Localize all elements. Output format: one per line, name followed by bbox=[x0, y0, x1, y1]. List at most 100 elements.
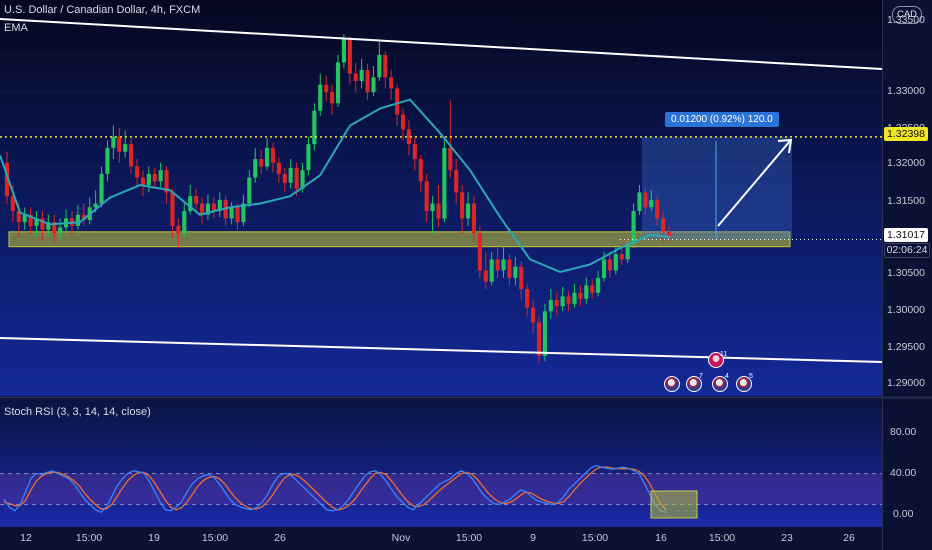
event-marker-icon[interactable] bbox=[708, 352, 724, 368]
candle-body bbox=[365, 69, 370, 93]
candle-body bbox=[335, 62, 341, 104]
candle-body bbox=[383, 55, 388, 78]
candle-body bbox=[111, 136, 116, 148]
price-axis-background bbox=[882, 0, 932, 550]
candle-body bbox=[430, 203, 435, 212]
price-axis-label: 1.29500 bbox=[887, 341, 925, 353]
target-price-tag: 1.32398 bbox=[884, 127, 928, 141]
projection-arrow[interactable] bbox=[717, 140, 791, 227]
candle-body bbox=[330, 92, 335, 104]
measure-projection-box[interactable] bbox=[642, 136, 792, 240]
candle-body bbox=[625, 244, 630, 260]
candle-body bbox=[525, 289, 530, 308]
measure-tool-label[interactable]: 0.01200 (0.92%) 120.0 bbox=[665, 112, 779, 127]
us-flag-icon[interactable] bbox=[686, 376, 702, 392]
price-axis-label: 1.33500 bbox=[887, 14, 925, 26]
candle-body bbox=[276, 162, 281, 174]
candle-body bbox=[40, 218, 45, 230]
candle-body bbox=[294, 167, 299, 189]
candle-body bbox=[34, 218, 39, 226]
candle-body bbox=[542, 311, 547, 356]
candle-body bbox=[637, 192, 642, 212]
time-axis-label: 9 bbox=[530, 532, 536, 544]
ema-line[interactable] bbox=[0, 98, 671, 274]
candle-body bbox=[613, 254, 618, 271]
price-axis-label: 1.32000 bbox=[887, 157, 925, 169]
currency-button[interactable]: CAD bbox=[892, 6, 922, 24]
candle-body bbox=[16, 211, 21, 223]
candle-body bbox=[10, 196, 15, 212]
candle-body bbox=[371, 77, 376, 93]
price-axis-label: 1.33000 bbox=[887, 85, 925, 97]
event-badge: 5 bbox=[749, 373, 753, 380]
candle-body bbox=[270, 147, 276, 163]
last-price-tag: 1.31017 bbox=[884, 228, 928, 242]
channel-upper-trendline[interactable] bbox=[0, 18, 883, 70]
candle-body bbox=[560, 296, 565, 307]
price-axis-label: 1.30000 bbox=[887, 304, 925, 316]
candle-body bbox=[400, 114, 406, 130]
candle-body bbox=[324, 84, 329, 93]
candle-body bbox=[477, 233, 482, 271]
candle-body bbox=[46, 222, 51, 230]
candle-body bbox=[146, 173, 151, 186]
stoch-k-line[interactable] bbox=[3, 464, 667, 514]
time-axis-label: 15:00 bbox=[581, 532, 609, 544]
candle-body bbox=[572, 292, 577, 304]
candle-body bbox=[406, 129, 412, 145]
candle-body bbox=[235, 207, 240, 223]
channel-lower-trendline[interactable] bbox=[0, 337, 883, 363]
indicator-label-stoch-rsi[interactable]: Stoch RSI (3, 3, 14, 14, close) bbox=[4, 406, 151, 418]
time-axis-label: 15:00 bbox=[201, 532, 229, 544]
projection-arrowhead bbox=[777, 138, 793, 154]
candle-body bbox=[134, 166, 140, 178]
us-flag-icon[interactable] bbox=[736, 376, 752, 392]
candle-body bbox=[519, 266, 524, 290]
candle-body bbox=[140, 177, 145, 186]
candle-body bbox=[194, 196, 199, 204]
candle-body bbox=[318, 84, 323, 111]
candle-body bbox=[566, 296, 571, 304]
time-axis-label: 15:00 bbox=[708, 532, 736, 544]
candle-body bbox=[341, 38, 346, 63]
time-axis-label: 26 bbox=[843, 532, 855, 544]
candle-body bbox=[241, 203, 246, 223]
candle-body bbox=[418, 159, 423, 182]
price-axis-label: 1.31500 bbox=[887, 195, 925, 207]
osc-axis-label: 80.00 bbox=[890, 426, 917, 438]
candle-body bbox=[513, 266, 518, 278]
candle-body bbox=[247, 177, 252, 204]
event-badge: 4 bbox=[725, 373, 729, 380]
candle-body bbox=[619, 254, 624, 260]
candle-body bbox=[631, 211, 636, 245]
us-flag-icon[interactable] bbox=[712, 376, 728, 392]
time-axis-background bbox=[0, 527, 882, 550]
candle-body bbox=[211, 203, 216, 212]
time-axis-label: 19 bbox=[148, 532, 160, 544]
candle-body bbox=[531, 307, 536, 323]
candle-body bbox=[395, 88, 400, 115]
candle-body bbox=[264, 147, 270, 167]
us-flag-icon[interactable] bbox=[664, 376, 680, 392]
candle-body bbox=[164, 170, 169, 193]
candle-body bbox=[199, 203, 205, 215]
oversold-highlight-box[interactable] bbox=[650, 490, 698, 519]
candle-body bbox=[288, 167, 293, 183]
candle-body bbox=[442, 147, 447, 219]
time-axis-label: 15:00 bbox=[75, 532, 103, 544]
candle-body bbox=[536, 322, 542, 356]
candle-body bbox=[306, 144, 311, 171]
candle-body bbox=[93, 203, 98, 208]
price-axis-label: 1.30500 bbox=[887, 267, 925, 279]
symbol-title[interactable]: U.S. Dollar / Canadian Dollar, 4h, FXCM bbox=[4, 4, 201, 16]
candle-body bbox=[176, 225, 181, 234]
indicator-label-ema[interactable]: EMA bbox=[4, 22, 28, 34]
candle-body bbox=[465, 203, 471, 219]
price-axis-label: 1.29000 bbox=[887, 377, 925, 389]
candle-body bbox=[661, 218, 666, 232]
time-axis-label: 26 bbox=[274, 532, 286, 544]
support-zone[interactable] bbox=[8, 231, 791, 248]
time-axis-label: Nov bbox=[391, 532, 411, 544]
candle-body bbox=[649, 199, 654, 208]
